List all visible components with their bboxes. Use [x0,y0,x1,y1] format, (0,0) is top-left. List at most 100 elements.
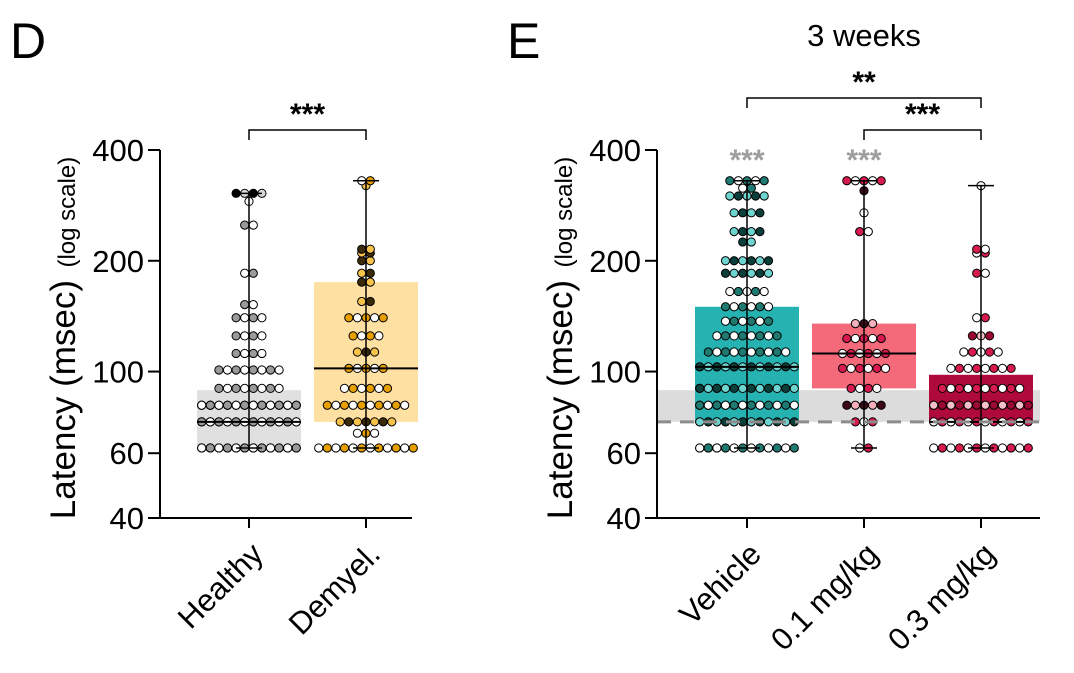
data-point [197,443,207,453]
data-point [963,363,973,373]
data-point [257,365,267,375]
data-point [339,443,350,453]
data-point [997,383,1008,393]
data-point [357,244,367,254]
data-point [374,331,384,341]
x-tick-label: Healthy [171,536,270,635]
x-tick-label: Demyel. [282,536,387,641]
data-point [374,383,384,393]
data-point [959,347,969,357]
plot-area: 40 60 100 200 400 Healthy Demyel. *** [92,98,418,641]
data-point [231,365,241,375]
data-point [257,313,267,323]
data-point [222,383,233,393]
data-point [937,400,947,410]
significance-bracket [248,129,367,140]
data-point [876,176,886,186]
data-point [352,417,362,427]
data-point [967,331,978,341]
data-point [781,400,791,410]
data-point [370,347,380,357]
data-point [738,256,748,266]
data-point [746,183,756,193]
data-point [772,331,782,341]
data-point [789,400,799,410]
data-point [733,191,744,201]
data-point [720,443,731,453]
y-tick-label: 200 [92,244,144,279]
data-point [222,365,233,375]
data-point [1023,443,1033,453]
data-point [231,383,241,393]
data-point [370,417,380,427]
data-point [365,296,375,307]
data-point [759,191,769,201]
data-point [755,347,765,357]
data-point [720,383,731,393]
data-point [265,383,276,393]
box-group [812,176,916,453]
data-point [248,331,258,341]
data-point [989,363,999,373]
data-point [738,208,748,218]
data-point [954,383,965,393]
data-point [746,400,756,410]
data-point [240,313,250,323]
data-point [729,208,739,218]
data-point [1023,400,1033,410]
data-point [348,400,358,410]
data-point [746,331,756,341]
data-point [391,400,401,410]
data-point [755,383,765,393]
data-point [980,244,990,254]
data-point [283,443,293,453]
data-point [720,256,731,266]
data-point [954,443,965,453]
data-point [868,333,878,344]
data-point [751,191,761,201]
data-point [772,383,782,393]
data-point [248,383,258,393]
data-point [720,268,731,278]
data-point [703,347,713,357]
box-group [197,188,301,453]
data-point [980,268,990,278]
data-point [352,313,362,323]
data-point [746,227,756,237]
data-point [231,331,241,341]
data-point [972,244,982,254]
data-point [382,443,393,453]
data-point [863,363,873,373]
data-point [872,363,882,373]
data-point [729,256,739,266]
data-point [222,443,233,453]
data-point [763,316,774,326]
data-point [738,383,748,393]
data-point [980,363,990,373]
significance-stars: *** [290,98,325,131]
data-point [322,443,332,453]
data-point [738,347,748,357]
data-point [248,400,258,410]
data-point [695,417,705,427]
data-point [205,400,215,410]
data-point [781,383,791,393]
data-point [880,363,891,373]
data-point [855,383,865,393]
data-point [997,363,1008,373]
data-point [265,443,276,453]
data-point [738,237,748,247]
data-point [720,302,731,312]
data-point [365,268,375,278]
significance-stars-vs-healthy: *** [729,144,764,177]
y-tick-label: 100 [92,355,144,390]
data-point [222,400,233,410]
data-point [954,363,965,373]
data-point [357,400,367,410]
data-point [291,400,301,410]
data-point [863,227,873,237]
y-axis-label: Latency (msec) (log scale) [541,157,580,519]
y-axis-title: Latency (msec) [541,280,580,519]
data-point [331,400,341,410]
